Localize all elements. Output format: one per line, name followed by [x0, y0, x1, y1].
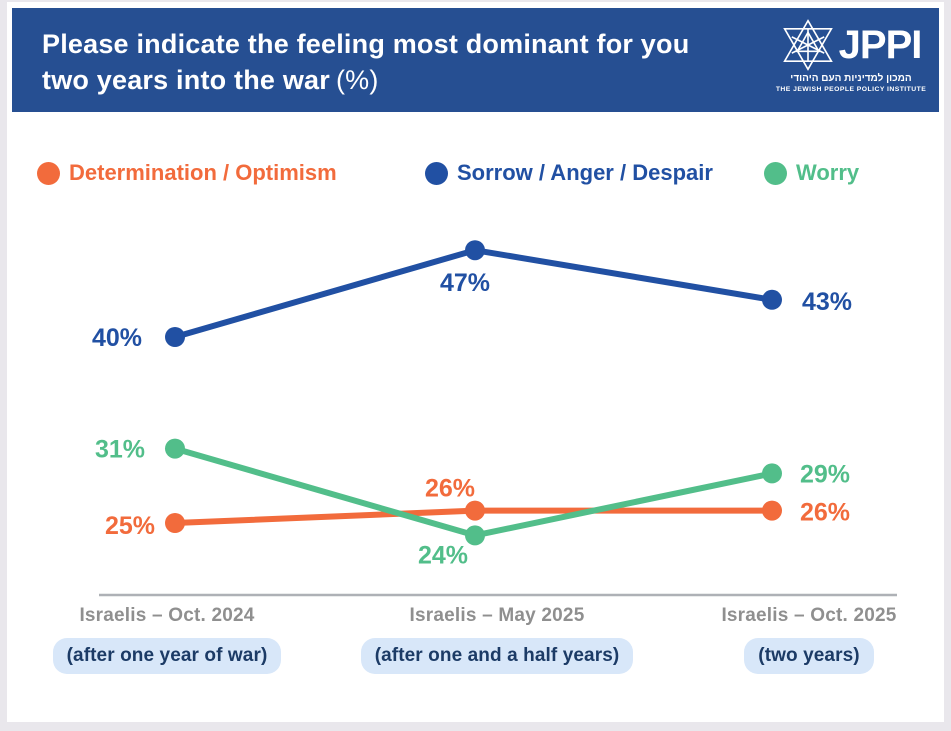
category-note-pill: (two years): [744, 638, 874, 674]
x-axis-group-may-2025: Israelis – May 2025 (after one and a hal…: [332, 605, 662, 674]
data-label: 24%: [418, 541, 468, 569]
legend-dot-blue-icon: [425, 161, 448, 185]
x-axis-group-oct-2025: Israelis – Oct. 2025 (two years): [667, 605, 951, 674]
data-label: 26%: [425, 475, 475, 503]
logo-english-name: THE JEWISH PEOPLE POLICY INSTITUTE: [775, 86, 927, 93]
data-point: [465, 240, 485, 261]
legend-label: Determination / Optimism: [69, 160, 337, 185]
data-point: [165, 438, 185, 459]
chart-legend: Determination / Optimism Sorrow / Anger …: [7, 160, 951, 194]
x-axis-group-oct-2024: Israelis – Oct. 2024 (after one year of …: [27, 605, 307, 674]
data-point: [762, 500, 782, 521]
data-label: 43%: [802, 288, 852, 316]
data-point: [465, 500, 485, 521]
category-label: Israelis – Oct. 2024: [79, 605, 255, 626]
legend-dot-green-icon: [764, 161, 787, 185]
logo-hebrew-name: המכון למדיניות העם היהודי: [790, 73, 912, 84]
data-point: [762, 463, 782, 484]
title-line-2: two years into the war: [42, 65, 330, 95]
data-label: 40%: [92, 324, 142, 352]
data-label: 47%: [440, 269, 490, 297]
title-percent-suffix: (%): [335, 65, 379, 95]
data-point: [165, 513, 185, 533]
data-label: 25%: [105, 512, 155, 540]
data-point: [165, 327, 185, 347]
chart-card: Please indicate the feeling most dominan…: [7, 2, 944, 722]
category-note-pill: (after one year of war): [52, 638, 282, 674]
data-label: 29%: [800, 460, 850, 488]
category-label: Israelis – May 2025: [409, 605, 585, 626]
data-label: 26%: [800, 499, 850, 527]
legend-item-worry: Worry: [764, 160, 859, 186]
legend-label: Worry: [796, 160, 860, 185]
legend-dot-orange-icon: [37, 161, 60, 185]
category-note-pill: (after one and a half years): [360, 638, 634, 674]
legend-label: Sorrow / Anger / Despair: [457, 160, 713, 185]
legend-item-determination: Determination / Optimism: [37, 160, 337, 186]
jppi-logo: JPPI המכון למדיניות העם היהודי THE JEWIS…: [775, 18, 927, 93]
data-point: [465, 525, 485, 546]
chart-title: Please indicate the feeling most dominan…: [42, 26, 782, 98]
legend-item-sorrow: Sorrow / Anger / Despair: [425, 160, 713, 186]
star-of-david-icon: [782, 19, 833, 71]
logo-acronym: JPPI: [838, 23, 923, 67]
title-line-1: Please indicate the feeling most dominan…: [42, 29, 690, 59]
data-point: [762, 289, 782, 310]
logo-row: JPPI: [781, 18, 922, 72]
category-label: Israelis – Oct. 2025: [721, 605, 897, 626]
header-banner: Please indicate the feeling most dominan…: [12, 8, 939, 112]
data-label: 31%: [95, 436, 145, 464]
